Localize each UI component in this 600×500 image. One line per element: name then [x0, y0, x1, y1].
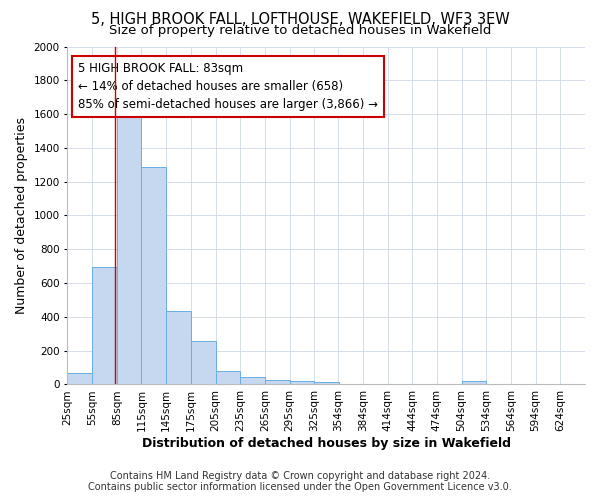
Text: 5 HIGH BROOK FALL: 83sqm
← 14% of detached houses are smaller (658)
85% of semi-: 5 HIGH BROOK FALL: 83sqm ← 14% of detach… [78, 62, 378, 110]
Text: 5, HIGH BROOK FALL, LOFTHOUSE, WAKEFIELD, WF3 3EW: 5, HIGH BROOK FALL, LOFTHOUSE, WAKEFIELD… [91, 12, 509, 28]
X-axis label: Distribution of detached houses by size in Wakefield: Distribution of detached houses by size … [142, 437, 511, 450]
Text: Size of property relative to detached houses in Wakefield: Size of property relative to detached ho… [109, 24, 491, 37]
Bar [92, 267, 117, 384]
Y-axis label: Number of detached properties: Number of detached properties [15, 117, 28, 314]
Bar [67, 374, 92, 384]
Bar [215, 371, 240, 384]
Bar [314, 382, 339, 384]
Text: Contains HM Land Registry data © Crown copyright and database right 2024.
Contai: Contains HM Land Registry data © Crown c… [88, 471, 512, 492]
Bar [265, 380, 290, 384]
Bar [117, 108, 142, 384]
Bar [290, 380, 314, 384]
Bar [461, 381, 486, 384]
Bar [166, 311, 191, 384]
Bar [240, 376, 265, 384]
Bar [191, 342, 215, 384]
Bar [142, 168, 166, 384]
